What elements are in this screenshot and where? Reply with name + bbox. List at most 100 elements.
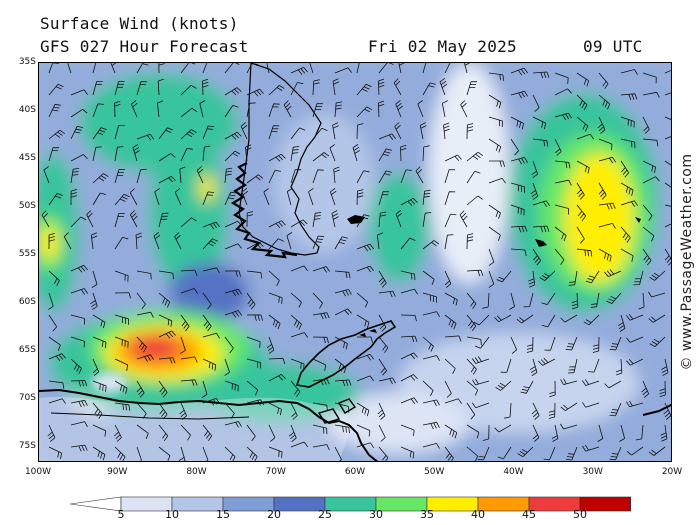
wind-barb	[114, 125, 125, 140]
wind-barb	[290, 314, 302, 330]
wind-barb	[70, 314, 85, 325]
wind-barb	[466, 314, 477, 332]
wind-barb	[224, 105, 239, 118]
wind-barb	[246, 63, 258, 74]
wind-barb	[395, 209, 403, 228]
wind-barb	[532, 424, 540, 442]
wind-barb	[598, 72, 609, 89]
wind-barb	[312, 358, 327, 371]
wind-barb	[576, 133, 595, 140]
wind-barb	[400, 352, 418, 360]
wind-barb	[500, 358, 512, 373]
wind-barb	[422, 421, 440, 430]
wind-barb	[92, 380, 107, 392]
lat-label: 40S	[18, 105, 36, 115]
wind-barb	[114, 314, 129, 325]
wind-barb	[92, 103, 104, 118]
wind-barb	[290, 219, 308, 228]
lat-label: 50S	[18, 201, 36, 211]
wind-barb	[268, 153, 286, 162]
wind-barb	[114, 446, 126, 461]
wind-barb	[246, 211, 254, 228]
wind-barb	[246, 358, 262, 369]
wind-barb	[560, 402, 578, 412]
wind-barb	[202, 125, 215, 140]
wind-barb	[510, 248, 527, 256]
wind-barb	[178, 446, 186, 461]
wind-barb	[180, 269, 198, 276]
wind-barb	[202, 221, 220, 230]
wind-barb	[532, 248, 542, 266]
wind-barb	[41, 210, 50, 228]
wind-barb	[419, 122, 427, 140]
wind-barb	[510, 336, 518, 354]
wind-barb	[664, 182, 671, 188]
wind-barb	[48, 336, 61, 351]
lat-label: 35S	[18, 57, 36, 67]
wind-barb	[417, 100, 424, 118]
wind-barb	[588, 358, 600, 373]
wind-barb	[510, 116, 524, 130]
wind-barb	[576, 160, 590, 174]
wind-map[interactable]	[38, 62, 672, 462]
wind-barb	[620, 160, 630, 178]
wind-barb	[268, 292, 283, 304]
wind-barb	[466, 269, 484, 277]
wind-barb	[606, 292, 622, 304]
colorbar-tick-label: 10	[165, 508, 179, 521]
wind-barb	[356, 170, 370, 184]
wind-barb	[377, 78, 385, 96]
wind-barb	[488, 248, 495, 266]
wind-barb	[114, 380, 128, 395]
wind-barb	[70, 288, 89, 295]
wind-barb	[510, 157, 528, 165]
wind-barb	[444, 398, 462, 404]
wind-barb	[153, 231, 161, 250]
wind-barb	[92, 127, 107, 140]
wind-barb	[246, 270, 263, 279]
wind-barb	[576, 204, 587, 222]
wind-barb	[560, 314, 578, 323]
lon-label: 20W	[661, 467, 683, 477]
wind-barb	[466, 123, 474, 140]
wind-barb	[136, 311, 154, 318]
wind-barb	[567, 358, 578, 374]
wind-barb	[154, 188, 160, 206]
wind-barb	[158, 175, 176, 184]
wind-barb	[400, 237, 416, 250]
wind-barb	[626, 400, 644, 408]
wind-barb	[466, 402, 476, 420]
wind-barb	[482, 424, 490, 441]
wind-barb	[290, 402, 298, 420]
wind-barb	[422, 336, 434, 352]
wind-barb	[664, 204, 671, 207]
wind-barb	[541, 314, 556, 328]
wind-barb	[312, 424, 328, 435]
chart-title: Surface Wind (knots)	[40, 14, 239, 33]
wind-barb	[520, 380, 534, 394]
wind-barb	[642, 226, 655, 242]
wind-barb	[626, 446, 644, 456]
wind-barb	[576, 248, 593, 257]
wind-barb	[422, 189, 431, 206]
wind-barb	[180, 217, 197, 228]
wind-barb	[136, 446, 142, 461]
wind-barb	[114, 213, 125, 228]
wind-barb	[290, 292, 302, 308]
wind-barb	[136, 292, 146, 310]
wind-barb	[626, 358, 644, 366]
south-america-coast	[238, 63, 322, 256]
wind-barb	[268, 85, 285, 96]
wind-barb	[664, 248, 671, 266]
wind-barb	[444, 446, 454, 461]
wind-barb	[400, 424, 415, 437]
wind-barb	[241, 187, 249, 206]
wind-barb	[466, 195, 483, 206]
wind-barb	[268, 446, 283, 458]
wind-barb	[444, 270, 452, 288]
wind-barb	[136, 63, 149, 74]
wind-barb	[642, 176, 660, 184]
wind-barb	[309, 63, 314, 74]
wind-barb	[356, 375, 374, 382]
wind-barb	[590, 292, 600, 308]
